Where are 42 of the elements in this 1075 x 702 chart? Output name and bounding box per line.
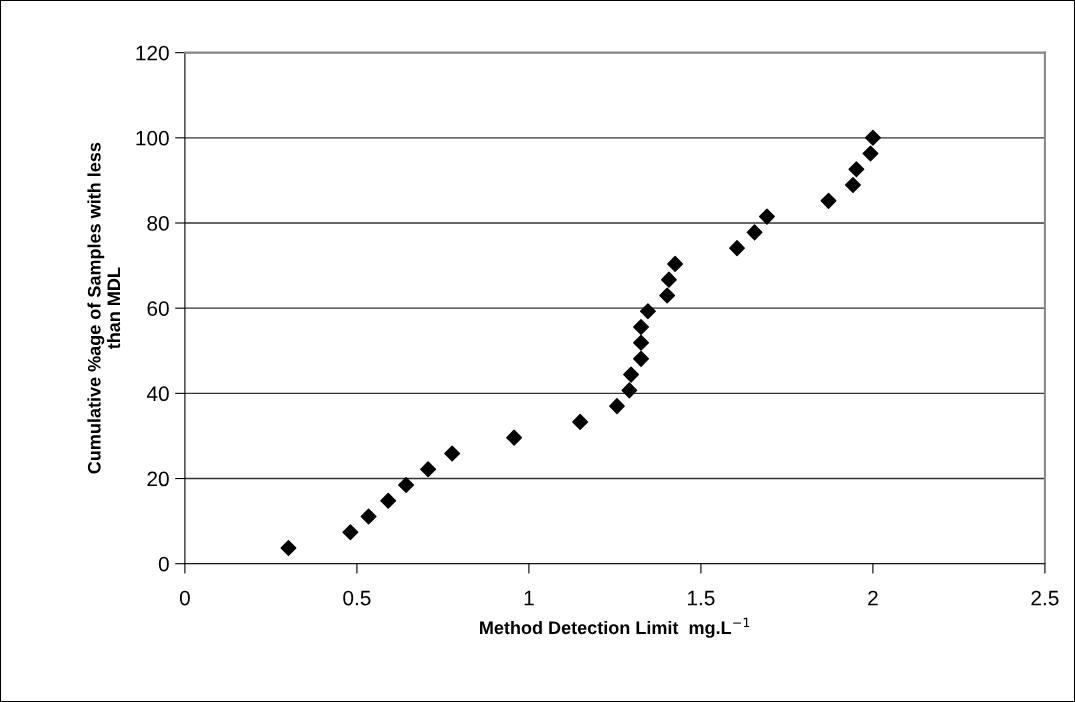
point (444, 445, 461, 462)
y-tick-label: 80 (147, 216, 169, 231)
point (862, 145, 879, 162)
point (623, 366, 640, 383)
point (633, 350, 650, 367)
point (506, 429, 523, 446)
point (660, 271, 677, 288)
y-tick-label: 100 (136, 130, 169, 146)
y-tick-label: 120 (136, 45, 169, 61)
point (820, 192, 837, 209)
point (729, 240, 745, 257)
y-tick-label: 40 (146, 386, 169, 402)
point (848, 161, 865, 178)
y-tick-label: 0 (158, 556, 169, 572)
point (572, 413, 589, 430)
point (342, 524, 359, 541)
x-axis-title: Method Detection Limit mg.L$^{−1}$ (480, 617, 750, 638)
point (621, 382, 638, 399)
x-tick-label: 0.5 (343, 590, 371, 606)
x-tick-label: 1 (524, 590, 534, 606)
point (659, 287, 676, 304)
y-tick-label: 20 (147, 471, 169, 487)
y-tick-label: 60 (147, 301, 169, 316)
point (746, 224, 763, 241)
point (633, 318, 650, 335)
point (758, 208, 775, 225)
point (280, 539, 297, 556)
point (608, 398, 625, 415)
x-tick-label: 0 (179, 590, 190, 606)
x-tick-label: 1.5 (688, 590, 715, 606)
x-tick-label: 2 (868, 590, 878, 606)
point (864, 129, 881, 146)
point (844, 177, 861, 194)
point (667, 255, 684, 272)
point (420, 461, 437, 478)
point (380, 492, 397, 509)
point (639, 303, 656, 320)
x-tick-label: 2.5 (1031, 590, 1059, 606)
point (398, 476, 415, 493)
point (633, 334, 650, 351)
y-axis-title: Cumulative %age of Samples with less than MDL (87, 142, 121, 474)
point (360, 508, 377, 525)
